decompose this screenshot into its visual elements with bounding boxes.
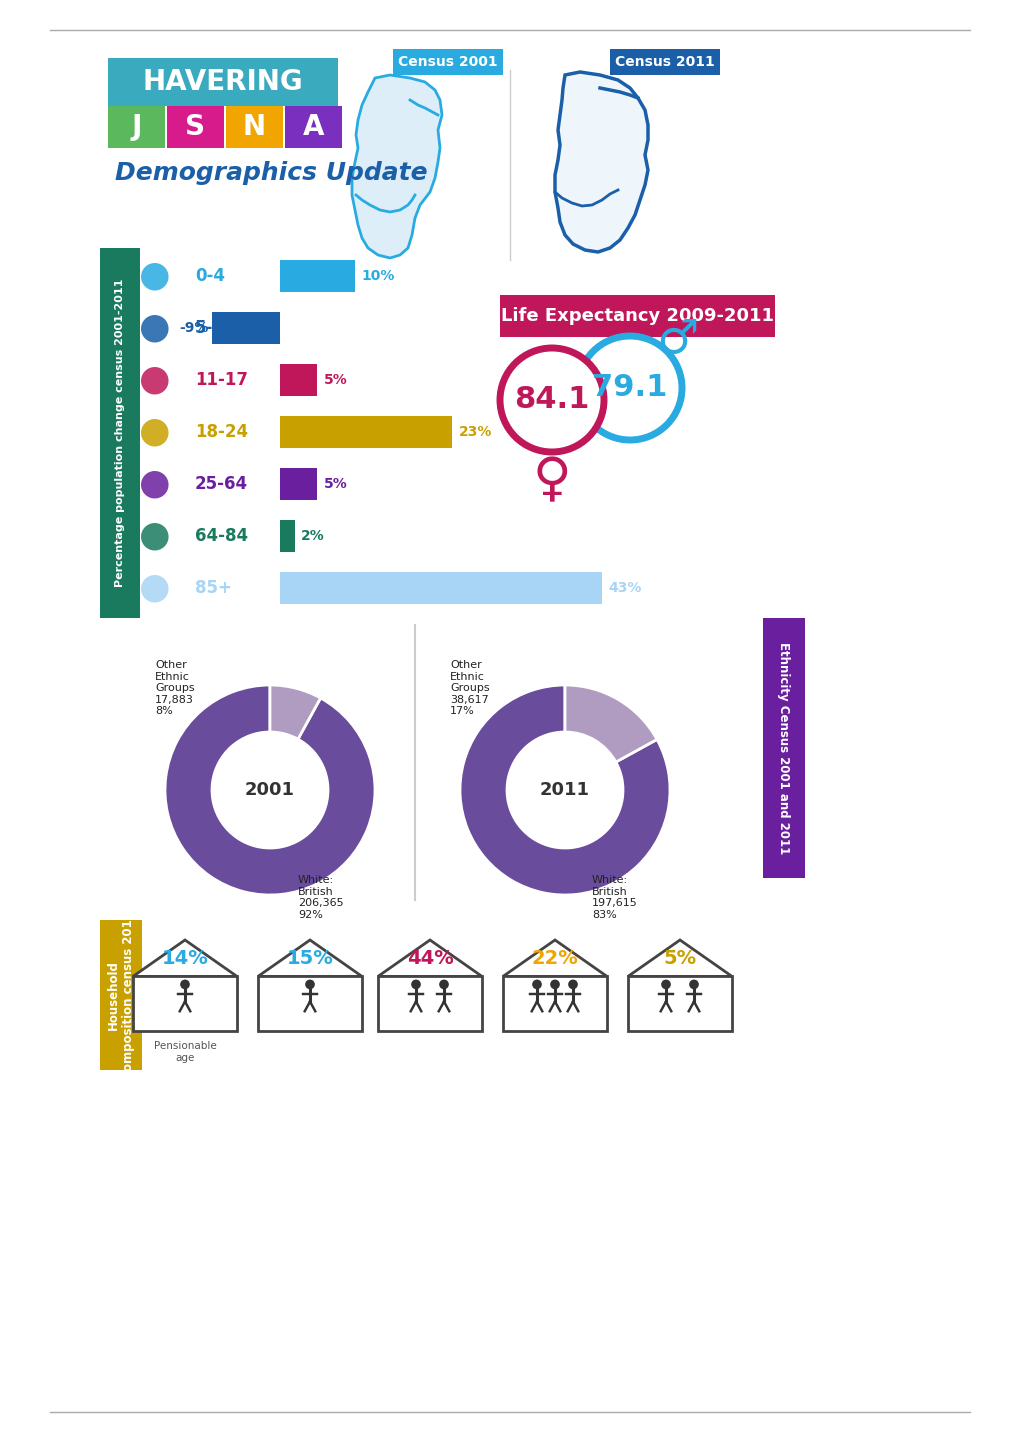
Text: Census 2011: Census 2011 — [614, 55, 714, 69]
Polygon shape — [378, 976, 482, 1031]
Polygon shape — [280, 469, 317, 500]
Text: ♀: ♀ — [532, 454, 571, 506]
Text: Life Expectancy 2009-2011: Life Expectancy 2009-2011 — [500, 307, 773, 324]
Circle shape — [180, 979, 190, 989]
Text: 23%: 23% — [459, 425, 491, 438]
Circle shape — [568, 979, 578, 989]
Polygon shape — [502, 976, 606, 1031]
Wedge shape — [270, 685, 320, 740]
Text: 5-10: 5-10 — [195, 319, 236, 337]
Text: ●: ● — [140, 363, 170, 397]
Circle shape — [578, 336, 682, 440]
Text: 5%: 5% — [323, 477, 346, 490]
Polygon shape — [212, 311, 280, 345]
Text: 18-24: 18-24 — [195, 423, 248, 441]
Text: S: S — [185, 112, 205, 141]
Polygon shape — [108, 58, 337, 107]
Text: 14%: 14% — [161, 949, 208, 968]
Polygon shape — [100, 248, 140, 619]
Polygon shape — [280, 521, 294, 552]
Text: White:
British
206,365
92%: White: British 206,365 92% — [298, 875, 343, 920]
Circle shape — [499, 348, 603, 451]
Text: 25-64: 25-64 — [195, 474, 248, 493]
Polygon shape — [132, 940, 236, 976]
Text: N: N — [243, 112, 266, 141]
Text: ●: ● — [140, 519, 170, 552]
Text: 79.1: 79.1 — [592, 373, 667, 402]
Text: Household
composition census 2011: Household composition census 2011 — [107, 911, 135, 1079]
Polygon shape — [226, 107, 282, 149]
Text: White:
British
197,615
83%: White: British 197,615 83% — [591, 875, 637, 920]
Polygon shape — [628, 976, 732, 1031]
Text: ●: ● — [140, 571, 170, 606]
Wedge shape — [460, 685, 669, 895]
Text: J: J — [131, 112, 142, 141]
Polygon shape — [258, 976, 362, 1031]
Circle shape — [439, 979, 448, 989]
Text: HAVERING: HAVERING — [143, 68, 303, 97]
Polygon shape — [352, 75, 441, 258]
Polygon shape — [378, 940, 482, 976]
Text: -9%: -9% — [179, 322, 208, 335]
Text: Demographics Update: Demographics Update — [115, 162, 427, 185]
Text: 2011: 2011 — [539, 782, 589, 799]
Circle shape — [689, 979, 698, 989]
Text: 22%: 22% — [531, 949, 578, 968]
Wedge shape — [565, 685, 656, 761]
Circle shape — [305, 979, 315, 989]
Text: A: A — [303, 112, 324, 141]
Text: 10%: 10% — [361, 270, 394, 283]
Text: ●: ● — [140, 260, 170, 293]
Text: 85+: 85+ — [195, 580, 231, 597]
Polygon shape — [284, 107, 341, 149]
Polygon shape — [280, 363, 317, 397]
Polygon shape — [108, 107, 165, 149]
Polygon shape — [258, 940, 362, 976]
Text: Other
Ethnic
Groups
17,883
8%: Other Ethnic Groups 17,883 8% — [155, 660, 195, 717]
Text: 43%: 43% — [608, 581, 641, 596]
Text: Pensionable
age: Pensionable age — [154, 1041, 216, 1063]
Polygon shape — [502, 940, 606, 976]
Text: ●: ● — [140, 415, 170, 448]
Text: ●: ● — [140, 311, 170, 345]
Text: Percentage population change census 2001-2011: Percentage population change census 2001… — [115, 278, 125, 587]
Text: 11-17: 11-17 — [195, 371, 248, 389]
Polygon shape — [280, 572, 602, 604]
Text: Ethnicity Census 2001 and 2011: Ethnicity Census 2001 and 2011 — [776, 642, 790, 854]
Polygon shape — [499, 296, 774, 337]
Text: 0-4: 0-4 — [195, 267, 225, 286]
Text: Census 2001: Census 2001 — [397, 55, 497, 69]
Circle shape — [660, 979, 671, 989]
Circle shape — [411, 979, 421, 989]
Polygon shape — [554, 72, 647, 252]
Circle shape — [549, 979, 559, 989]
Text: 84.1: 84.1 — [514, 385, 589, 414]
Wedge shape — [165, 685, 375, 895]
Text: ●: ● — [140, 467, 170, 500]
Text: 64-84: 64-84 — [195, 526, 248, 545]
Text: ♂: ♂ — [655, 319, 697, 363]
Text: Other
Ethnic
Groups
38,617
17%: Other Ethnic Groups 38,617 17% — [449, 660, 489, 717]
Text: 2001: 2001 — [245, 782, 294, 799]
Polygon shape — [132, 976, 236, 1031]
Polygon shape — [167, 107, 224, 149]
Circle shape — [532, 979, 541, 989]
Text: 2%: 2% — [301, 529, 324, 544]
Polygon shape — [762, 619, 804, 878]
Text: 44%: 44% — [407, 949, 452, 968]
Polygon shape — [280, 415, 452, 448]
Text: 5%: 5% — [662, 949, 696, 968]
Polygon shape — [628, 940, 732, 976]
Polygon shape — [100, 920, 142, 1070]
Text: 15%: 15% — [286, 949, 333, 968]
Polygon shape — [280, 260, 355, 291]
Text: 5%: 5% — [323, 373, 346, 386]
